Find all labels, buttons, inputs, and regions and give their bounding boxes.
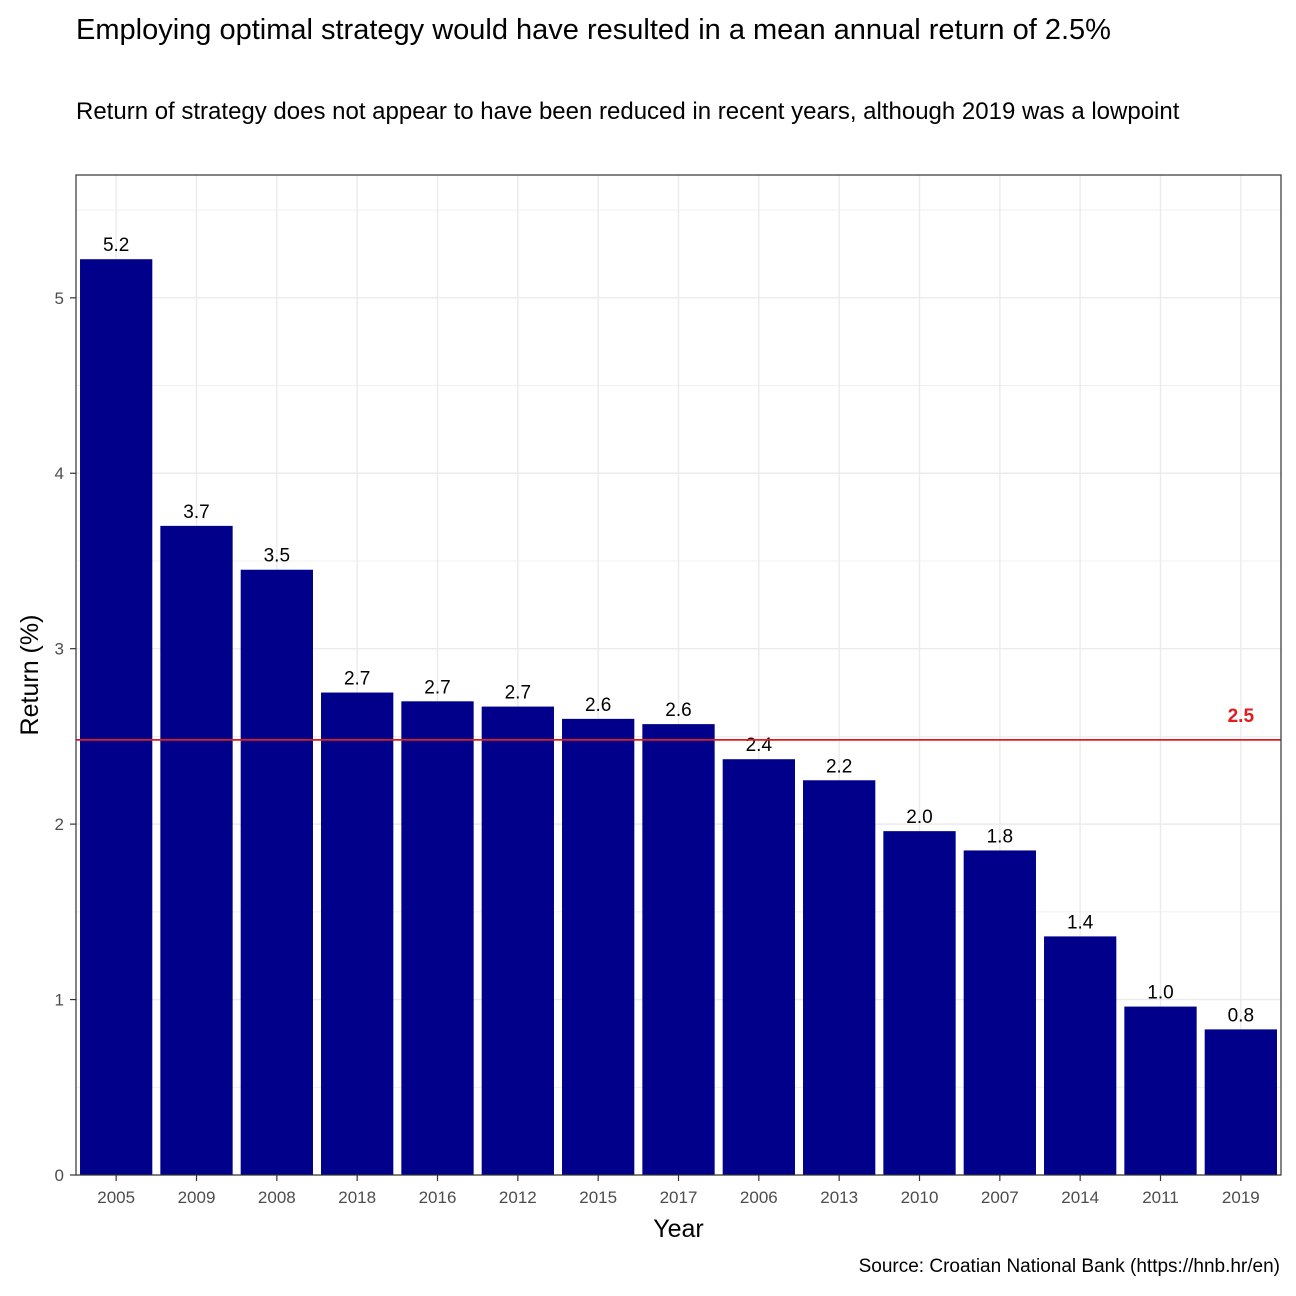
bar-2007 [963, 850, 1036, 1175]
chart-title: Employing optimal strategy would have re… [76, 14, 1111, 46]
bar-2015 [562, 718, 635, 1175]
bar-label-2005: 5.2 [103, 235, 129, 256]
bar-label-2016: 2.7 [424, 677, 450, 698]
bar-2013 [803, 780, 876, 1175]
bar-2016 [401, 701, 474, 1175]
bar-label-2017: 2.6 [665, 700, 691, 721]
bar-2011 [1124, 1006, 1197, 1175]
y-tick-label: 4 [55, 464, 64, 483]
source-caption: Source: Croatian National Bank (https://… [858, 1256, 1280, 1277]
bar-label-2011: 1.0 [1147, 983, 1173, 1004]
y-tick-label: 0 [55, 1166, 64, 1185]
x-tick-label-2018: 2018 [338, 1188, 376, 1207]
bar-2014 [1044, 936, 1117, 1175]
bar-2018 [321, 692, 394, 1175]
bar-label-2006: 2.4 [746, 735, 773, 756]
y-tick-label: 3 [55, 640, 64, 659]
bar-label-2012: 2.7 [505, 683, 531, 704]
x-tick-label-2015: 2015 [579, 1188, 617, 1207]
bar-label-2009: 3.7 [183, 502, 209, 523]
y-axis: 0 1 2 3 4 5 [55, 289, 76, 1185]
x-tick-label-2005: 2005 [97, 1188, 135, 1207]
bar-label-2007: 1.8 [987, 826, 1013, 847]
x-tick-label-2012: 2012 [499, 1188, 537, 1207]
bar-label-2014: 1.4 [1067, 912, 1094, 933]
bar-label-2008: 3.5 [264, 546, 290, 567]
x-tick-label-2013: 2013 [820, 1188, 858, 1207]
bar-2006 [722, 759, 795, 1175]
bars [80, 259, 1277, 1175]
bar-label-2013: 2.2 [826, 756, 852, 777]
bar-label-2018: 2.7 [344, 669, 370, 690]
y-tick-label: 2 [55, 815, 64, 834]
x-axis-title: Year [653, 1215, 704, 1243]
x-tick-label-2009: 2009 [178, 1188, 216, 1207]
bar-2012 [481, 706, 554, 1175]
x-tick-label-2017: 2017 [660, 1188, 698, 1207]
chart-subtitle: Return of strategy does not appear to ha… [76, 98, 1180, 125]
bar-2008 [240, 569, 313, 1175]
bar-2005 [80, 259, 153, 1175]
bar-label-2019: 0.8 [1228, 1005, 1254, 1026]
bar-2010 [883, 831, 956, 1175]
x-tick-label-2008: 2008 [258, 1188, 296, 1207]
bar-2009 [160, 525, 233, 1175]
y-tick-label: 5 [55, 289, 64, 308]
y-tick-label: 1 [55, 991, 64, 1010]
y-axis-title: Return (%) [16, 615, 44, 736]
x-tick-label-2007: 2007 [981, 1188, 1019, 1207]
x-tick-label-2016: 2016 [419, 1188, 457, 1207]
bar-label-2015: 2.6 [585, 695, 611, 716]
x-axis: 2005 2009 2008 2018 2016 2012 2015 2017 2006 2013… [97, 1175, 1260, 1207]
mean-line-label: 2.5 [1228, 706, 1255, 727]
bar-label-2010: 2.0 [906, 807, 932, 828]
x-tick-label-2019: 2019 [1222, 1188, 1260, 1207]
mean-line-group: 2.5 [76, 706, 1281, 741]
x-tick-label-2011: 2011 [1142, 1188, 1179, 1207]
bar-2019 [1204, 1029, 1277, 1175]
x-tick-label-2006: 2006 [740, 1188, 778, 1207]
x-tick-label-2010: 2010 [901, 1188, 939, 1207]
bar-2017 [642, 724, 715, 1175]
x-tick-label-2014: 2014 [1061, 1188, 1099, 1207]
